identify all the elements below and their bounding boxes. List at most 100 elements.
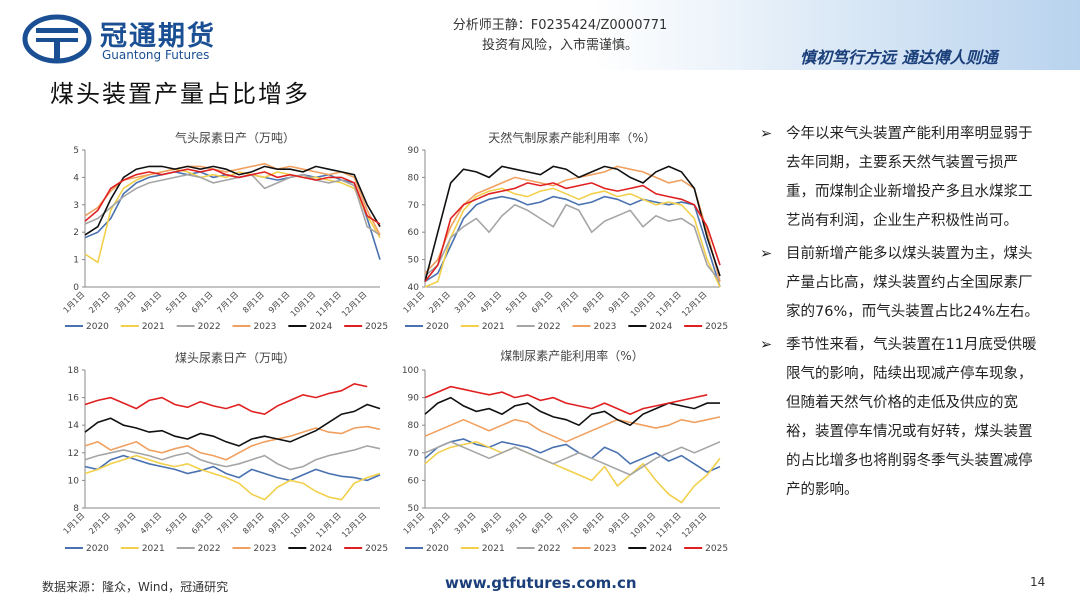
series-line xyxy=(424,165,721,282)
x-tick-label: 12月1日 xyxy=(680,290,708,318)
legend-label: 2021 xyxy=(142,322,165,332)
x-tick-label: 2月1日 xyxy=(427,511,452,536)
y-tick-label: 1 xyxy=(73,256,79,266)
y-tick-label: 18 xyxy=(68,366,80,376)
x-tick-label: 7月1日 xyxy=(555,290,580,315)
x-tick-label: 11月1日 xyxy=(314,290,342,318)
legend-label: 2025 xyxy=(365,322,388,332)
y-tick-label: 80 xyxy=(408,421,420,431)
x-tick-label: 11月1日 xyxy=(314,511,342,539)
legend-label: 2021 xyxy=(482,322,505,332)
series-line xyxy=(424,440,721,476)
y-tick-label: 50 xyxy=(408,504,420,514)
x-tick-label: 9月1日 xyxy=(607,511,632,536)
legend-label: 2022 xyxy=(538,544,561,554)
x-tick-label: 6月1日 xyxy=(190,290,215,315)
y-tick-label: 2 xyxy=(73,228,79,238)
y-tick-label: 80 xyxy=(408,173,420,183)
series-line xyxy=(424,438,721,474)
legend-label: 2022 xyxy=(198,322,221,332)
series-line xyxy=(424,187,721,288)
bullet-list: 今年以来气头装置产能利用率明显弱于去年同期，主要系天然气装置亏损严重，而煤制企业… xyxy=(760,120,1045,509)
x-tick-label: 9月1日 xyxy=(267,511,292,536)
legend-label: 2024 xyxy=(309,544,332,554)
risk-note: 投资有风险，入市需谨慎。 xyxy=(481,38,638,53)
legend-label: 2024 xyxy=(649,322,672,332)
x-tick-label: 6月1日 xyxy=(190,511,215,536)
bullet: 目前新增产能多以煤头装置为主，煤头产量占比高，煤头装置约占全国尿素厂家的76%，… xyxy=(760,240,1045,327)
x-tick-label: 10月1日 xyxy=(289,290,317,318)
legend-label: 2025 xyxy=(705,322,728,332)
x-tick-label: 8月1日 xyxy=(241,511,266,536)
series-line xyxy=(84,173,381,236)
y-tick-label: 50 xyxy=(408,256,420,266)
x-tick-label: 5月1日 xyxy=(164,511,189,536)
legend-label: 2021 xyxy=(482,544,505,554)
series-line xyxy=(84,425,381,461)
y-tick-label: 4 xyxy=(73,173,79,183)
y-tick-label: 70 xyxy=(408,201,420,211)
x-tick-label: 12月1日 xyxy=(340,511,368,539)
legend-label: 2021 xyxy=(142,544,165,554)
legend-label: 2022 xyxy=(198,544,221,554)
chart-title: 天然气制尿素产能利用率（%） xyxy=(488,130,655,145)
series-line xyxy=(424,396,720,427)
x-tick-label: 4月1日 xyxy=(138,511,163,536)
series-line xyxy=(84,168,381,264)
series-line xyxy=(84,382,368,416)
x-tick-label: 1月1日 xyxy=(402,290,427,315)
y-tick-label: 90 xyxy=(408,146,420,156)
legend-label: 2023 xyxy=(254,544,277,554)
series-line xyxy=(424,385,708,416)
x-tick-label: 4月1日 xyxy=(478,511,503,536)
x-tick-label: 9月1日 xyxy=(267,290,292,315)
source: 数据来源：隆众，Wind，冠通研究 xyxy=(42,580,229,594)
page-number: 14 xyxy=(1030,575,1046,589)
series-line xyxy=(84,168,381,225)
y-tick-label: 5 xyxy=(73,146,79,156)
x-tick-label: 6月1日 xyxy=(530,511,555,536)
x-tick-label: 11月1日 xyxy=(654,290,682,318)
legend-label: 2020 xyxy=(86,322,109,332)
x-tick-label: 1月1日 xyxy=(62,290,87,315)
y-tick-label: 70 xyxy=(408,449,420,459)
x-tick-label: 2月1日 xyxy=(427,290,452,315)
series-line xyxy=(424,165,721,282)
y-tick-label: 8 xyxy=(73,504,79,514)
x-tick-label: 8月1日 xyxy=(581,290,606,315)
y-tick-label: 90 xyxy=(408,394,420,404)
x-tick-label: 12月1日 xyxy=(340,290,368,318)
x-tick-label: 10月1日 xyxy=(289,511,317,539)
series-line xyxy=(424,440,721,504)
chart-title: 煤头尿素日产（万吨） xyxy=(175,351,295,365)
x-tick-label: 1月1日 xyxy=(402,511,427,536)
x-tick-label: 11月1日 xyxy=(654,511,682,539)
y-tick-label: 40 xyxy=(408,283,420,293)
x-tick-label: 7月1日 xyxy=(215,290,240,315)
y-tick-label: 3 xyxy=(73,201,79,211)
series-line xyxy=(84,403,381,447)
legend-label: 2022 xyxy=(538,322,561,332)
series-line xyxy=(84,162,381,236)
chart-title: 气头尿素日产（万吨） xyxy=(175,130,295,145)
x-tick-label: 9月1日 xyxy=(607,290,632,315)
slogan: 慎初笃行方远 通达傅人则通 xyxy=(800,48,998,67)
legend-label: 2025 xyxy=(705,544,728,554)
series-line xyxy=(424,182,721,282)
y-tick-label: 0 xyxy=(73,283,79,293)
x-tick-label: 2月1日 xyxy=(87,290,112,315)
x-tick-label: 8月1日 xyxy=(581,511,606,536)
x-tick-label: 2月1日 xyxy=(87,511,112,536)
legend-label: 2023 xyxy=(594,322,617,332)
y-tick-label: 12 xyxy=(68,449,79,459)
legend-label: 2024 xyxy=(309,322,332,332)
x-tick-label: 5月1日 xyxy=(504,511,529,536)
analyst: 分析师王静：F0235424/Z0000771 xyxy=(452,18,668,33)
url: www.gtfutures.com.cn xyxy=(445,574,637,592)
legend-label: 2020 xyxy=(426,544,449,554)
x-tick-label: 5月1日 xyxy=(504,290,529,315)
x-tick-label: 6月1日 xyxy=(530,290,555,315)
x-tick-label: 3月1日 xyxy=(113,511,138,536)
